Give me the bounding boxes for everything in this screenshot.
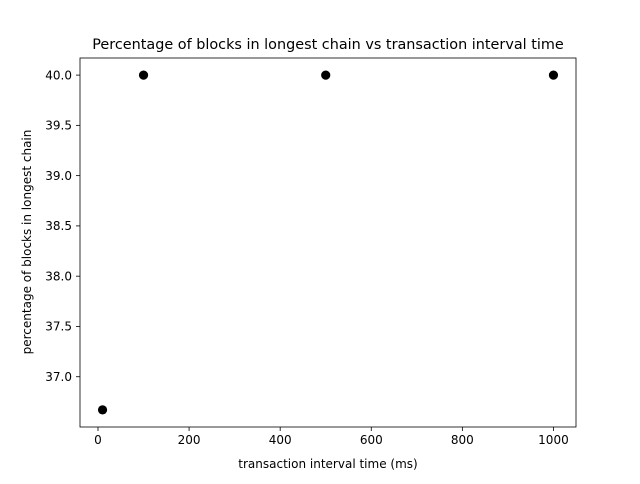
data-point <box>548 70 559 80</box>
y-tick-label: 38.0 <box>45 269 72 283</box>
y-tick-label: 39.0 <box>45 169 72 183</box>
x-tick-label: 600 <box>360 433 383 447</box>
y-tick-label: 37.0 <box>45 370 72 384</box>
y-tick-label: 38.5 <box>45 219 72 233</box>
chart-title: Percentage of blocks in longest chain vs… <box>92 37 564 53</box>
x-tick-label: 1000 <box>538 433 569 447</box>
y-axis-label: percentage of blocks in longest chain <box>20 130 34 355</box>
data-points <box>97 70 559 415</box>
y-axis: 37.0 37.5 38.0 38.5 39.0 39.5 40.0 <box>45 68 80 384</box>
y-tick-label: 37.5 <box>45 320 72 334</box>
x-tick-label: 400 <box>269 433 292 447</box>
y-tick-label: 39.5 <box>45 119 72 133</box>
x-tick-label: 0 <box>94 433 102 447</box>
x-tick-label: 800 <box>451 433 474 447</box>
plot-area <box>79 57 577 428</box>
y-tick-label: 40.0 <box>45 68 72 82</box>
data-point <box>321 70 331 80</box>
x-tick-label: 200 <box>178 433 201 447</box>
x-axis-label: transaction interval time (ms) <box>238 457 417 471</box>
data-point <box>138 70 149 80</box>
data-point <box>97 405 108 415</box>
plot-frame <box>79 57 577 428</box>
x-axis: 0 200 400 600 800 1000 <box>94 427 569 447</box>
